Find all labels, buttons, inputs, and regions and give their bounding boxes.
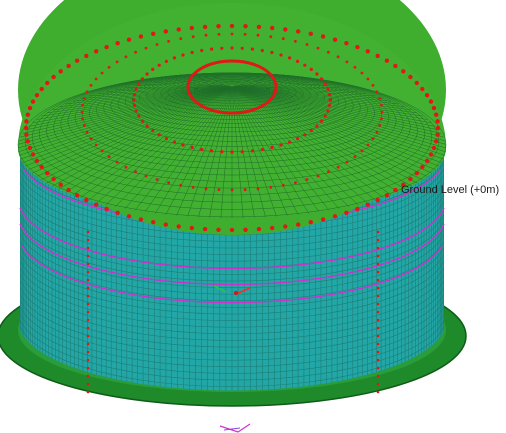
roof-hatch[interactable]: [186, 59, 278, 115]
ground-level-label: Ground Level (+0m): [401, 184, 500, 196]
axis-triad-icon: [219, 423, 251, 433]
ground-level-marker: [213, 285, 251, 295]
tank-roof: [17, 0, 447, 235]
roof-anchor-rings: [23, 23, 441, 233]
anchor-columns: [86, 230, 380, 394]
